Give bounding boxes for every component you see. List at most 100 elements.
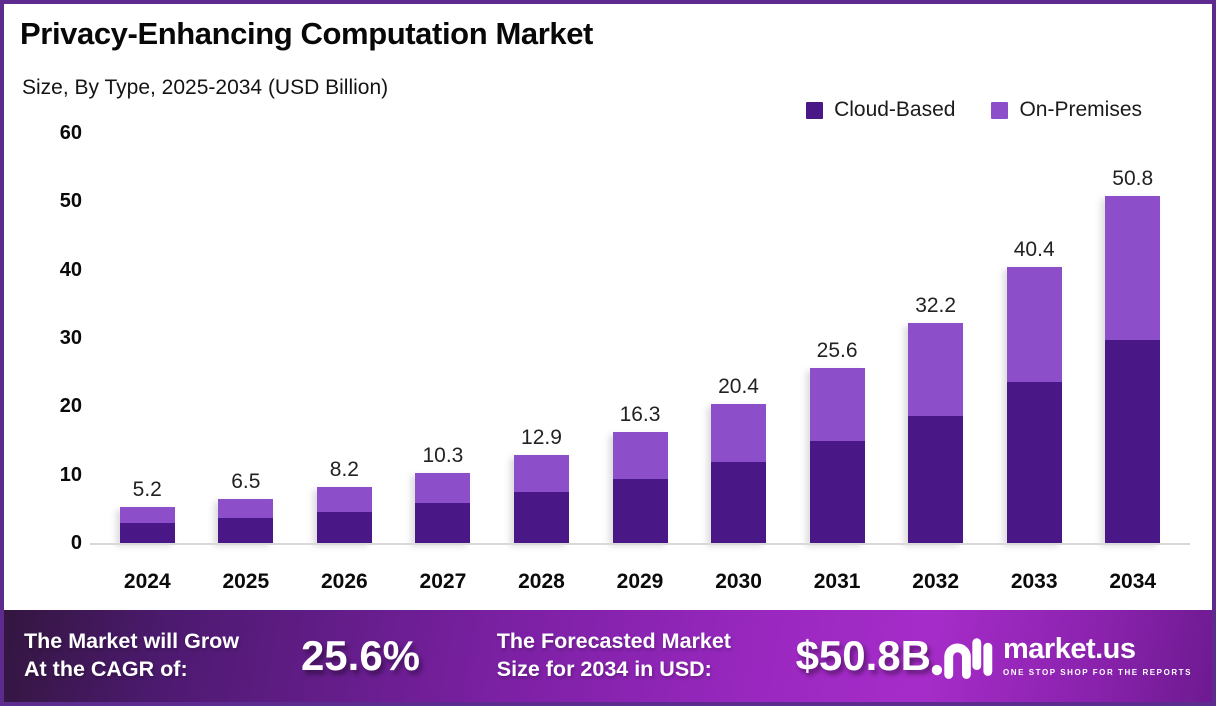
bar-total-label-2032: 32.2 bbox=[915, 293, 957, 317]
y-tick-40: 40 bbox=[59, 258, 82, 281]
bar-stack-2034 bbox=[1105, 195, 1161, 543]
bar-stack-2025 bbox=[218, 498, 274, 543]
logo-name: market.us bbox=[1003, 633, 1136, 665]
x-label-2034: 2034 bbox=[1109, 570, 1157, 593]
bar-total-label-2024: 5.2 bbox=[132, 478, 162, 502]
bar-segment-on-premises-2028 bbox=[513, 454, 569, 493]
bar-total-label-2029: 16.3 bbox=[619, 402, 661, 426]
bar-segment-cloud-based-2024 bbox=[119, 523, 175, 543]
bar-stack-2031 bbox=[809, 368, 865, 543]
bar-total-label-2033: 40.4 bbox=[1013, 237, 1055, 261]
x-label-2033: 2033 bbox=[1010, 570, 1058, 593]
logo-tagline: ONE STOP SHOP FOR THE REPORTS bbox=[1003, 668, 1192, 677]
legend-item-cloud-based: Cloud-Based bbox=[806, 98, 955, 122]
bar-group-2030: 20.4 bbox=[689, 133, 788, 543]
cagr-label-line1: The Market will Grow bbox=[24, 629, 240, 654]
bar-total-label-2025: 6.5 bbox=[231, 469, 261, 493]
y-tick-60: 60 bbox=[59, 122, 82, 144]
bar-stack-2032 bbox=[908, 322, 964, 543]
y-tick-50: 50 bbox=[59, 190, 82, 213]
y-tick-10: 10 bbox=[59, 463, 82, 486]
bar-segment-cloud-based-2030 bbox=[711, 461, 767, 543]
x-label-2032: 2032 bbox=[912, 570, 959, 593]
bar-stack-2033 bbox=[1006, 266, 1062, 543]
bar-segment-cloud-based-2032 bbox=[908, 415, 964, 543]
on-premises-swatch-icon bbox=[991, 101, 1009, 119]
bar-segment-cloud-based-2028 bbox=[513, 492, 569, 543]
bar-segment-on-premises-2026 bbox=[316, 486, 372, 512]
page-title: Privacy-Enhancing Computation Market bbox=[20, 16, 593, 51]
legend-item-on-premises: On-Premises bbox=[991, 98, 1142, 122]
x-label-2025: 2025 bbox=[222, 570, 270, 593]
bar-segment-cloud-based-2033 bbox=[1006, 382, 1062, 543]
legend-label-cloud-based: Cloud-Based bbox=[834, 98, 956, 121]
bar-stack-2028 bbox=[513, 454, 569, 543]
bar-segment-on-premises-2029 bbox=[612, 431, 668, 479]
bar-total-label-2028: 12.9 bbox=[521, 425, 562, 449]
forecast-value: $50.8B bbox=[795, 632, 931, 679]
bar-group-2029: 16.3 bbox=[591, 133, 690, 543]
marketus-logo: market.us ONE STOP SHOP FOR THE REPORTS bbox=[931, 630, 1192, 682]
bar-groups: 5.2 6.5 8.2 10.3 12.9 16.3 20.4 25.6 32.2 40.4 50.… bbox=[98, 133, 1182, 543]
cagr-label-line2: At the CAGR of: bbox=[24, 657, 188, 681]
x-label-2029: 2029 bbox=[616, 570, 664, 593]
x-label-2031: 2031 bbox=[813, 570, 861, 593]
bar-segment-on-premises-2030 bbox=[711, 403, 767, 462]
x-label-2028: 2028 bbox=[518, 570, 565, 593]
marketus-logo-icon bbox=[931, 638, 993, 679]
legend: Cloud-Based On-Premises bbox=[806, 98, 1142, 122]
bar-segment-on-premises-2033 bbox=[1006, 266, 1062, 383]
legend-label-on-premises: On-Premises bbox=[1019, 98, 1142, 121]
cloud-based-swatch-icon bbox=[806, 101, 824, 119]
bar-segment-on-premises-2027 bbox=[415, 472, 471, 504]
bottom-banner: The Market will Grow At the CAGR of: 25.… bbox=[4, 610, 1212, 702]
bar-total-label-2031: 25.6 bbox=[816, 339, 858, 363]
bar-segment-cloud-based-2031 bbox=[809, 440, 865, 543]
forecast-label-line2: Size for 2034 in USD: bbox=[496, 657, 712, 681]
bar-segment-cloud-based-2034 bbox=[1105, 340, 1161, 543]
x-axis-labels: 2024 2025 2026 2027 2028 2029 2030 2031 2032 2033… bbox=[98, 560, 1182, 594]
bar-segment-on-premises-2034 bbox=[1105, 195, 1161, 341]
bar-stack-2024 bbox=[119, 507, 175, 543]
bar-group-2025: 6.5 bbox=[197, 133, 296, 543]
y-tick-20: 20 bbox=[59, 395, 82, 418]
page-subtitle: Size, By Type, 2025-2034 (USD Billion) bbox=[22, 76, 389, 99]
x-axis-baseline bbox=[90, 543, 1190, 545]
bar-segment-on-premises-2031 bbox=[809, 368, 865, 441]
y-axis: 0 10 20 30 40 50 60 bbox=[34, 123, 82, 553]
bar-segment-cloud-based-2029 bbox=[612, 478, 668, 543]
bar-group-2024: 5.2 bbox=[98, 133, 197, 543]
bar-segment-cloud-based-2027 bbox=[415, 503, 471, 543]
bar-stack-2027 bbox=[415, 472, 471, 543]
bar-group-2031: 25.6 bbox=[788, 133, 887, 543]
bar-stack-2029 bbox=[612, 431, 668, 543]
bar-total-label-2034: 50.8 bbox=[1112, 166, 1154, 190]
logo-text-block: market.us ONE STOP SHOP FOR THE REPORTS bbox=[1003, 633, 1192, 678]
x-label-2024: 2024 bbox=[123, 570, 171, 593]
forecast-label: The Forecasted Market Size for 2034 in U… bbox=[497, 628, 784, 684]
bar-segment-cloud-based-2026 bbox=[316, 511, 372, 543]
cagr-value: 25.6% bbox=[300, 632, 421, 679]
bar-segment-cloud-based-2025 bbox=[218, 517, 274, 543]
bar-stack-2026 bbox=[316, 486, 372, 543]
bar-group-2032: 32.2 bbox=[886, 133, 985, 543]
bar-group-2026: 8.2 bbox=[295, 133, 394, 543]
bar-group-2028: 12.9 bbox=[492, 133, 591, 543]
x-label-2027: 2027 bbox=[419, 570, 467, 593]
x-label-2030: 2030 bbox=[715, 570, 762, 593]
cagr-label: The Market will Grow At the CAGR of: bbox=[24, 628, 280, 684]
y-tick-30: 30 bbox=[59, 327, 82, 349]
x-label-2026: 2026 bbox=[321, 570, 368, 593]
forecast-label-line1: The Forecasted Market bbox=[496, 629, 731, 654]
bar-group-2027: 10.3 bbox=[394, 133, 493, 543]
bar-segment-on-premises-2025 bbox=[218, 498, 274, 518]
bar-total-label-2030: 20.4 bbox=[718, 374, 759, 398]
y-tick-0: 0 bbox=[70, 532, 82, 554]
bar-total-label-2027: 10.3 bbox=[422, 443, 464, 467]
bar-segment-on-premises-2032 bbox=[908, 322, 964, 416]
bar-group-2033: 40.4 bbox=[985, 133, 1084, 543]
bar-group-2034: 50.8 bbox=[1083, 133, 1182, 543]
bar-segment-on-premises-2024 bbox=[119, 507, 175, 524]
bar-stack-2030 bbox=[711, 403, 767, 543]
